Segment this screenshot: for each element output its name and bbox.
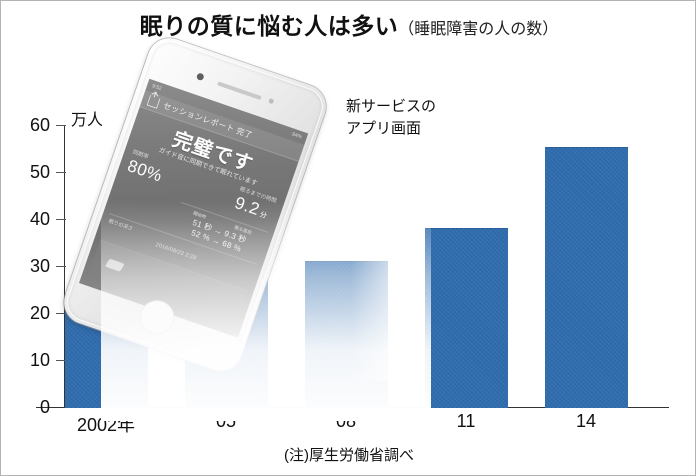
x-tick-label-14: 14 bbox=[575, 411, 597, 431]
y-tick-30 bbox=[56, 266, 66, 267]
x-tick-label-11: 11 bbox=[456, 411, 476, 431]
y-axis-unit: 万人 bbox=[71, 112, 104, 129]
x-tick-label-05: 05 bbox=[215, 411, 237, 431]
title-sub: （睡眠障害の人の数） bbox=[398, 21, 559, 38]
annotation-line-2: アプリ画面 bbox=[346, 119, 422, 137]
y-tick-label-0: 0 bbox=[39, 397, 50, 417]
x-tick-label-2002: 2002年 bbox=[76, 415, 136, 435]
y-tick-label-40: 40 bbox=[29, 209, 50, 229]
page-title: 眠りの質に悩む人は多い（睡眠障害の人の数） bbox=[1, 7, 695, 41]
title-main: 眠りの質に悩む人は多い bbox=[139, 13, 399, 39]
y-tick-label-60: 60 bbox=[29, 115, 50, 135]
y-tick-50 bbox=[56, 172, 66, 173]
y-tick-label-50: 50 bbox=[29, 162, 50, 182]
annotation-app-screen: 新サービスの アプリ画面 bbox=[346, 96, 436, 140]
y-tick-label-30: 30 bbox=[29, 256, 50, 276]
source-note: (注)厚生労働省調べ bbox=[284, 447, 414, 464]
x-tick-label-08: 08 bbox=[335, 411, 357, 431]
y-tick-40 bbox=[56, 219, 66, 220]
y-tick-label-20: 20 bbox=[29, 303, 50, 323]
bar-05 bbox=[185, 242, 268, 408]
bar-08 bbox=[305, 261, 388, 408]
annotation-line-1: 新サービスの bbox=[346, 98, 437, 115]
bar-2002 bbox=[65, 294, 148, 408]
y-tick-label-10: 10 bbox=[29, 350, 50, 370]
bar-14 bbox=[545, 147, 628, 408]
y-tick-60 bbox=[56, 125, 66, 126]
bar-11 bbox=[425, 228, 508, 408]
